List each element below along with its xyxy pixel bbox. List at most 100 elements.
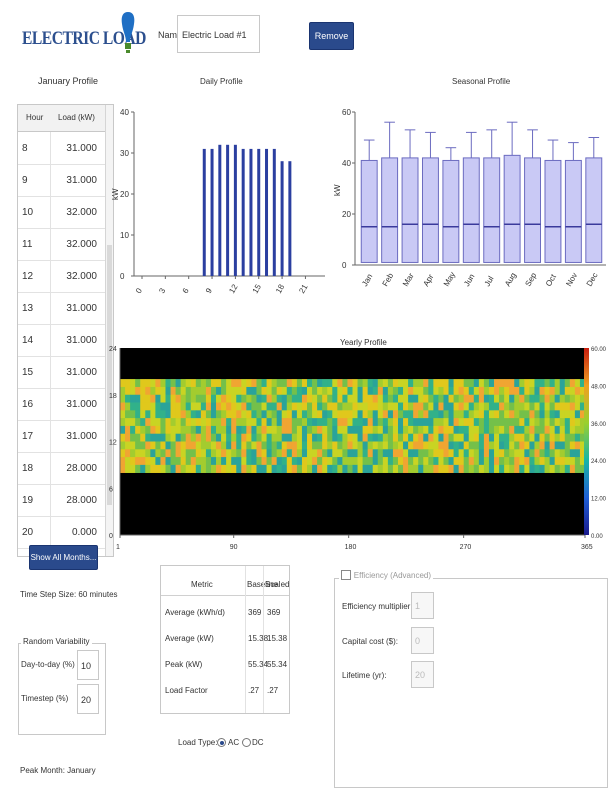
heatmap-cell: [473, 402, 480, 411]
heatmap-cell: [140, 433, 146, 442]
heatmap-cell: [529, 418, 535, 427]
table-row[interactable]: 13 31.000: [18, 292, 105, 325]
load-cell[interactable]: 32.000: [66, 271, 97, 282]
box: [564, 159, 582, 263]
table-scrollbar[interactable]: [105, 105, 113, 556]
heatmap-cell: [569, 386, 576, 396]
load-cell[interactable]: 31.000: [66, 399, 97, 410]
load-cell[interactable]: 32.000: [66, 239, 97, 250]
heatmap-cell: [165, 425, 171, 435]
load-column-header[interactable]: Load (kW): [58, 113, 95, 122]
heatmap-cell: [579, 394, 586, 403]
heatmap-cell: [286, 433, 293, 442]
heatmap-cell: [574, 425, 581, 435]
heatmap-cell: [574, 441, 581, 450]
scrollbar-thumb[interactable]: [107, 245, 112, 505]
heatmap-cell: [453, 410, 459, 419]
heatmap-cell: [549, 402, 555, 411]
efficiency-checkbox[interactable]: [341, 570, 351, 581]
name-input[interactable]: Electric Load #1: [177, 15, 260, 53]
lifetime-input[interactable]: 20: [411, 661, 434, 688]
table-row[interactable]: 9 31.000: [18, 164, 105, 197]
month-label: May: [442, 270, 457, 288]
heatmap-cell: [145, 386, 151, 396]
table-row[interactable]: 14 31.000: [18, 324, 105, 357]
heatmap-cell: [190, 386, 197, 396]
timestep-label: Timestep (%): [21, 694, 69, 703]
heatmap-cell: [180, 457, 187, 466]
load-cell[interactable]: 0.000: [71, 527, 97, 538]
heatmap-cell: [200, 418, 207, 427]
load-cell[interactable]: 31.000: [66, 335, 97, 346]
heatmap-cell: [529, 464, 535, 473]
heatmap-cell: [413, 433, 419, 442]
ac-radio[interactable]: [217, 738, 226, 747]
load-cell[interactable]: 31.000: [66, 143, 97, 154]
dc-radio[interactable]: [242, 738, 251, 747]
heatmap-cell: [130, 457, 136, 466]
load-cell[interactable]: 32.000: [66, 207, 97, 218]
load-cell[interactable]: 31.000: [66, 431, 97, 442]
hour-cell: 16: [22, 399, 34, 410]
remove-button[interactable]: Remove: [309, 22, 354, 50]
capital-cost-input[interactable]: 0: [411, 627, 434, 654]
heatmap-cell: [423, 394, 429, 403]
load-cell[interactable]: 31.000: [66, 367, 97, 378]
heatmap-cell: [170, 386, 176, 396]
load-cell[interactable]: 28.000: [66, 495, 97, 506]
heatmap-cell: [524, 379, 530, 388]
table-row[interactable]: 18 28.000: [18, 452, 105, 485]
table-row[interactable]: 15 31.000: [18, 356, 105, 389]
heatmap-cell: [342, 394, 348, 403]
heatmap-cell: [544, 441, 550, 450]
heatmap-cell: [352, 464, 358, 473]
table-row[interactable]: 17 31.000: [18, 420, 105, 453]
show-all-months-button[interactable]: Show All Months...: [29, 545, 98, 570]
heatmap-cell: [524, 386, 530, 396]
heatmap-cell: [504, 402, 510, 411]
table-row[interactable]: 8 31.000: [18, 132, 105, 165]
heatmap-cell: [387, 425, 394, 435]
table-row[interactable]: 19 28.000: [18, 484, 105, 517]
heatmap-cell: [514, 410, 520, 419]
heatmap-cell: [322, 433, 328, 442]
heatmap-cell: [413, 464, 419, 473]
heatmap-cell: [448, 449, 454, 458]
heatmap-cell: [403, 418, 409, 427]
heatmap-cell: [296, 402, 303, 411]
table-row[interactable]: 12 32.000: [18, 260, 105, 293]
heatmap-cell: [428, 418, 434, 427]
heatmap-cell: [261, 386, 267, 396]
load-cell[interactable]: 31.000: [66, 175, 97, 186]
heatmap-cell: [256, 410, 262, 419]
heatmap-cell: [362, 449, 368, 458]
heatmap-cell: [352, 418, 358, 427]
heatmap-cell: [236, 457, 242, 466]
load-cell[interactable]: 31.000: [66, 303, 97, 314]
table-row[interactable]: 16 31.000: [18, 388, 105, 421]
heatmap-cell: [549, 449, 555, 458]
heatmap-cell: [539, 418, 545, 427]
heatmap-cell: [150, 449, 156, 458]
heatmap-cell: [236, 433, 242, 442]
load-cell[interactable]: 28.000: [66, 463, 97, 474]
timestep-input[interactable]: 20: [77, 684, 99, 714]
heatmap-cell: [504, 386, 510, 396]
heatmap-cell: [413, 441, 419, 450]
heatmap-cell: [494, 433, 500, 442]
heatmap-cell: [443, 386, 449, 396]
day-to-day-input[interactable]: 10: [77, 650, 99, 680]
heatmap-cell: [423, 457, 429, 466]
table-row[interactable]: 10 32.000: [18, 196, 105, 229]
heatmap-cell: [155, 386, 161, 396]
heatmap-cell: [301, 386, 308, 396]
heatmap-cell: [468, 402, 475, 411]
table-row[interactable]: 11 32.000: [18, 228, 105, 261]
heatmap-cell: [241, 449, 247, 458]
heatmap-cell: [448, 394, 454, 403]
app-title: ELECTRIC LOAD: [22, 28, 146, 49]
efficiency-multiplier-input[interactable]: 1: [411, 592, 434, 619]
heatmap-cell: [226, 433, 232, 442]
hour-column-header[interactable]: Hour: [26, 113, 44, 122]
